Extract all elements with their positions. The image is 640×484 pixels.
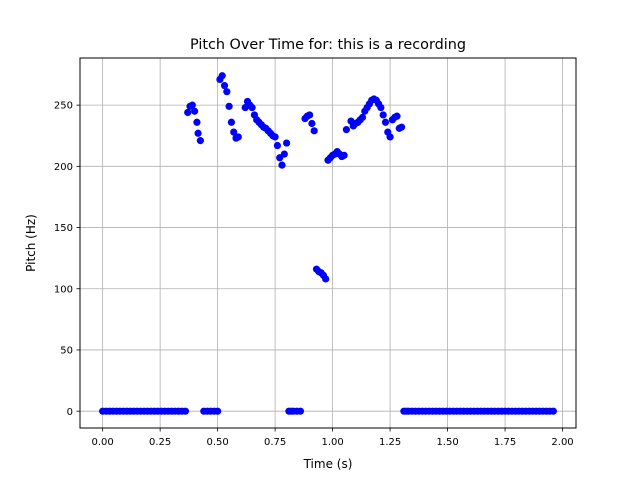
- data-point: [386, 133, 394, 141]
- data-point: [248, 103, 256, 112]
- data-point: [188, 101, 196, 109]
- data-point: [214, 407, 222, 415]
- chart-title: Pitch Over Time for: this is a recording: [190, 37, 466, 53]
- data-point: [379, 111, 387, 119]
- data-point: [381, 118, 390, 126]
- data-point: [191, 107, 199, 115]
- data-point: [310, 127, 318, 135]
- y-tick-label: 0: [67, 407, 73, 418]
- data-point: [271, 133, 279, 141]
- data-point: [220, 81, 229, 90]
- x-tick-label: 1.25: [379, 437, 401, 448]
- data-point: [283, 139, 291, 147]
- y-axis-label: Pitch (Hz): [24, 214, 38, 272]
- y-tick-label: 250: [54, 101, 73, 112]
- y-axis-ticks: 0 50 100 150 200 250: [54, 101, 80, 418]
- data-point: [278, 161, 286, 169]
- x-tick-label: 0.75: [264, 437, 286, 448]
- data-point: [184, 108, 192, 117]
- x-tick-label: 2.00: [551, 437, 573, 448]
- data-point: [196, 137, 204, 145]
- x-axis-ticks: 0.00 0.25 0.50 0.75 1.00 1.25 1.50 1.75 2.00: [92, 428, 574, 448]
- x-tick-label: 1.00: [321, 437, 343, 448]
- data-point: [273, 141, 282, 150]
- y-tick-label: 200: [54, 162, 73, 173]
- plot-frame: [79, 57, 577, 429]
- data-point: [322, 275, 330, 283]
- data-point: [342, 126, 350, 134]
- x-tick-label: 1.75: [494, 437, 516, 448]
- data-point: [230, 128, 238, 136]
- data-point: [227, 118, 236, 126]
- data-point: [306, 111, 314, 119]
- data-point: [234, 133, 242, 141]
- data-point: [181, 407, 190, 415]
- data-points: [99, 72, 557, 415]
- data-point: [194, 129, 202, 137]
- data-point: [549, 407, 557, 415]
- data-point: [377, 103, 385, 112]
- data-point: [280, 150, 288, 158]
- x-tick-label: 0.00: [92, 437, 114, 448]
- data-point: [340, 151, 348, 159]
- y-tick-label: 150: [54, 223, 73, 234]
- data-point: [308, 119, 316, 128]
- y-tick-label: 100: [54, 284, 73, 295]
- data-point: [223, 88, 231, 96]
- data-point: [358, 113, 367, 121]
- data-point: [393, 112, 401, 120]
- data-point: [218, 72, 226, 80]
- y-tick-label: 50: [60, 346, 73, 357]
- x-tick-label: 0.25: [149, 437, 171, 448]
- x-axis-label: Time (s): [303, 457, 353, 471]
- x-tick-label: 1.50: [436, 437, 458, 448]
- x-tick-label: 0.50: [206, 437, 228, 448]
- data-point: [397, 123, 406, 131]
- data-point: [225, 102, 233, 110]
- data-point: [296, 407, 305, 415]
- data-point: [193, 118, 201, 126]
